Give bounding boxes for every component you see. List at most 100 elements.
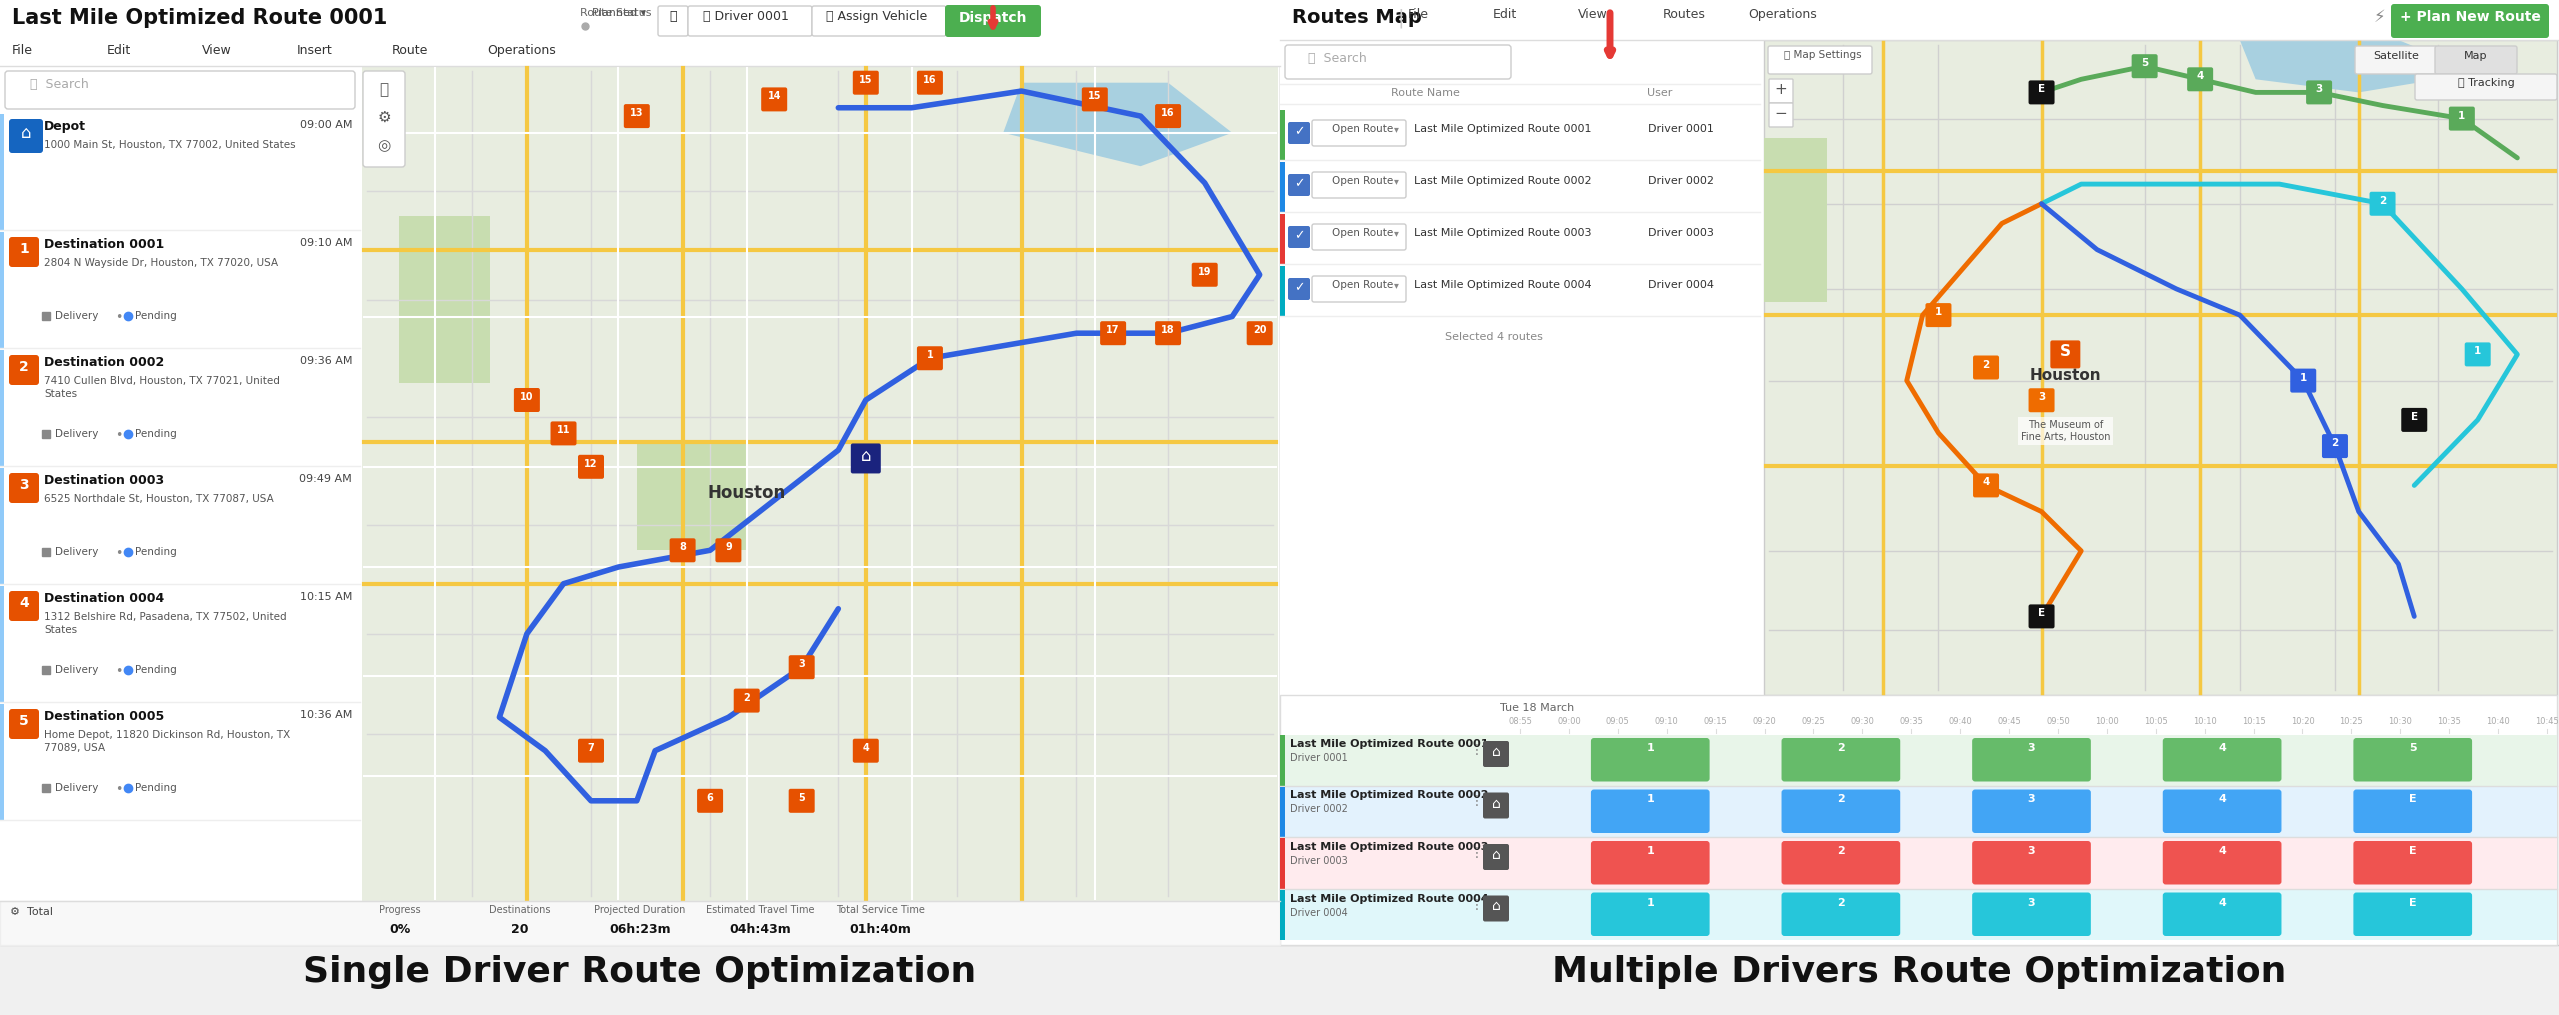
FancyBboxPatch shape (2464, 342, 2490, 366)
FancyBboxPatch shape (10, 119, 44, 153)
Text: •: • (115, 783, 123, 796)
Text: Open Route: Open Route (1333, 228, 1392, 238)
Text: Routes Map: Routes Map (1292, 8, 1423, 27)
Text: E: E (2037, 84, 2045, 94)
Text: Destination 0004: Destination 0004 (44, 592, 164, 605)
FancyBboxPatch shape (10, 591, 38, 621)
Text: 20: 20 (1254, 325, 1267, 335)
FancyBboxPatch shape (2390, 4, 2549, 38)
Text: File: File (13, 44, 33, 57)
Text: Last Mile Optimized Route 0003: Last Mile Optimized Route 0003 (1415, 228, 1592, 238)
Text: Selected 4 routes: Selected 4 routes (1446, 332, 1543, 342)
Text: 10:10: 10:10 (2193, 717, 2216, 726)
Text: Last Mile Optimized Route 0003: Last Mile Optimized Route 0003 (1290, 842, 1489, 852)
FancyBboxPatch shape (1154, 321, 1182, 345)
Text: 1000 Main St, Houston, TX 77002, United States: 1000 Main St, Houston, TX 77002, United … (44, 140, 297, 150)
FancyBboxPatch shape (1313, 120, 1405, 146)
FancyBboxPatch shape (2354, 738, 2472, 782)
Text: E: E (2411, 412, 2418, 422)
Text: Delivery: Delivery (54, 665, 97, 675)
Text: File: File (1407, 8, 1428, 21)
FancyBboxPatch shape (1592, 738, 1709, 782)
Text: 10:15 AM: 10:15 AM (299, 592, 353, 602)
FancyBboxPatch shape (1100, 321, 1126, 345)
Bar (1280, 40, 1761, 945)
Text: ⌂: ⌂ (1492, 899, 1500, 914)
Text: 10:45: 10:45 (2536, 717, 2559, 726)
Text: 6: 6 (706, 793, 714, 803)
Text: ✓: ✓ (1295, 177, 1305, 190)
Text: 4: 4 (18, 596, 28, 610)
Text: 2: 2 (1837, 795, 1845, 805)
FancyBboxPatch shape (10, 236, 38, 267)
Text: + Plan New Route: + Plan New Route (2400, 10, 2541, 24)
Text: 10:15: 10:15 (2242, 717, 2265, 726)
Text: Last Mile Optimized Route 0001: Last Mile Optimized Route 0001 (1290, 739, 1489, 749)
FancyBboxPatch shape (1781, 892, 1901, 936)
Text: 2804 N Wayside Dr, Houston, TX 77020, USA: 2804 N Wayside Dr, Houston, TX 77020, US… (44, 258, 279, 268)
FancyBboxPatch shape (852, 739, 878, 762)
Bar (1280, 214, 1285, 264)
Text: 19: 19 (1198, 267, 1210, 277)
Text: 1: 1 (1645, 743, 1653, 753)
Text: 09:00: 09:00 (1556, 717, 1581, 726)
FancyBboxPatch shape (2354, 46, 2436, 74)
Text: 1: 1 (2459, 111, 2464, 121)
Bar (1280, 162, 1285, 212)
Text: 01h:40m: 01h:40m (850, 923, 911, 936)
Text: −: − (1773, 106, 1786, 121)
Text: 9: 9 (724, 542, 732, 552)
FancyBboxPatch shape (624, 105, 650, 128)
FancyBboxPatch shape (2354, 841, 2472, 884)
Text: 3: 3 (2027, 743, 2034, 753)
Bar (0, 66, 361, 945)
Text: E: E (2408, 795, 2416, 805)
FancyBboxPatch shape (363, 71, 404, 167)
Text: ⌂: ⌂ (860, 448, 870, 466)
Text: Destination 0003: Destination 0003 (44, 474, 164, 487)
Text: Route Name: Route Name (1390, 88, 1459, 98)
FancyBboxPatch shape (2132, 54, 2157, 78)
Text: Driver 0003: Driver 0003 (1648, 228, 1715, 238)
Text: E: E (2408, 897, 2416, 907)
Text: Driver 0004: Driver 0004 (1290, 907, 1349, 918)
Text: ✓: ✓ (1295, 125, 1305, 138)
Text: 09:35: 09:35 (1899, 717, 1924, 726)
Text: 16: 16 (1162, 109, 1175, 118)
Text: 1: 1 (2301, 373, 2306, 383)
Text: 3: 3 (2027, 795, 2034, 805)
Bar (1280, 735, 2556, 786)
Text: 09:20: 09:20 (1753, 717, 1776, 726)
Text: 3: 3 (2027, 845, 2034, 856)
Bar (1280, 889, 2556, 940)
Text: Last Mile Optimized Route 0004: Last Mile Optimized Route 0004 (1415, 280, 1592, 290)
Text: 14: 14 (768, 91, 780, 102)
Text: 2: 2 (742, 692, 750, 702)
FancyBboxPatch shape (2321, 434, 2349, 458)
FancyBboxPatch shape (1592, 892, 1709, 936)
Text: Destination 0001: Destination 0001 (44, 238, 164, 251)
FancyBboxPatch shape (1768, 79, 1794, 103)
Text: 1312 Belshire Rd, Pasadena, TX 77502, United
States: 1312 Belshire Rd, Pasadena, TX 77502, Un… (44, 612, 287, 635)
FancyBboxPatch shape (1768, 46, 1873, 74)
FancyBboxPatch shape (2306, 80, 2331, 105)
FancyBboxPatch shape (1246, 321, 1272, 345)
Text: Dispatch: Dispatch (960, 11, 1026, 25)
Text: Single Driver Route Optimization: Single Driver Route Optimization (305, 955, 978, 989)
FancyBboxPatch shape (734, 688, 760, 713)
Text: Pending: Pending (136, 665, 177, 675)
Bar (1763, 40, 2556, 695)
Bar (0, 586, 5, 702)
Text: 5: 5 (2408, 743, 2416, 753)
Bar (0, 468, 5, 584)
Text: 10:35: 10:35 (2436, 717, 2462, 726)
Text: 4: 4 (1983, 477, 1991, 487)
Text: Open Route: Open Route (1333, 176, 1392, 186)
Text: 2: 2 (1983, 359, 1991, 369)
FancyBboxPatch shape (2416, 74, 2556, 100)
Bar (0, 704, 5, 820)
Text: ▾: ▾ (1395, 280, 1400, 290)
FancyBboxPatch shape (578, 455, 604, 479)
Text: 09:05: 09:05 (1607, 717, 1630, 726)
FancyBboxPatch shape (1484, 793, 1510, 818)
